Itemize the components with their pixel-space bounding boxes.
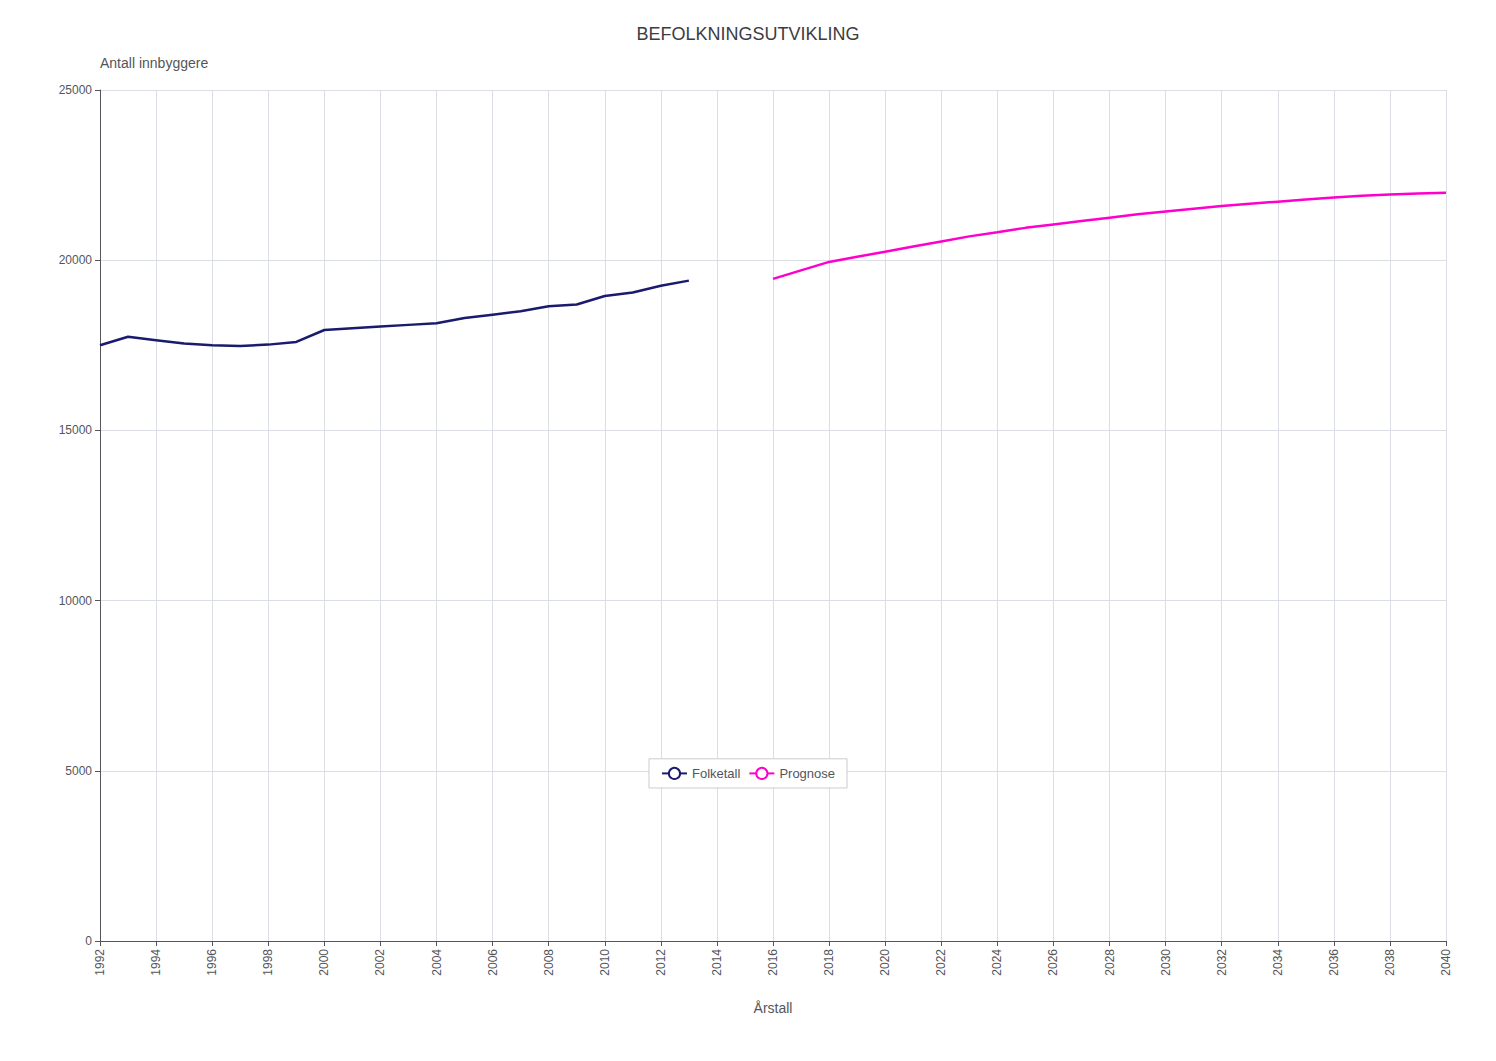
svg-text:2026: 2026 <box>1046 949 1060 976</box>
svg-text:2030: 2030 <box>1159 949 1173 976</box>
svg-text:2034: 2034 <box>1271 949 1285 976</box>
svg-text:2032: 2032 <box>1215 949 1229 976</box>
svg-text:2010: 2010 <box>598 949 612 976</box>
svg-text:25000: 25000 <box>59 83 93 97</box>
svg-text:Antall innbyggere: Antall innbyggere <box>100 55 208 71</box>
svg-text:2002: 2002 <box>373 949 387 976</box>
svg-text:2022: 2022 <box>934 949 948 976</box>
svg-text:2018: 2018 <box>822 949 836 976</box>
svg-text:10000: 10000 <box>59 594 93 608</box>
svg-text:1996: 1996 <box>205 949 219 976</box>
svg-text:1998: 1998 <box>261 949 275 976</box>
svg-text:2040: 2040 <box>1439 949 1453 976</box>
svg-text:1994: 1994 <box>149 949 163 976</box>
svg-text:2004: 2004 <box>430 949 444 976</box>
svg-text:20000: 20000 <box>59 253 93 267</box>
svg-text:1992: 1992 <box>93 949 107 976</box>
svg-text:2016: 2016 <box>766 949 780 976</box>
svg-text:2028: 2028 <box>1103 949 1117 976</box>
svg-text:Prognose: Prognose <box>779 766 835 781</box>
svg-text:2038: 2038 <box>1383 949 1397 976</box>
svg-text:2036: 2036 <box>1327 949 1341 976</box>
svg-text:15000: 15000 <box>59 423 93 437</box>
svg-text:2014: 2014 <box>710 949 724 976</box>
svg-text:Folketall: Folketall <box>692 766 741 781</box>
svg-text:2012: 2012 <box>654 949 668 976</box>
svg-text:0: 0 <box>85 934 92 948</box>
svg-text:BEFOLKNINGSUTVIKLING: BEFOLKNINGSUTVIKLING <box>636 24 859 44</box>
svg-text:2024: 2024 <box>990 949 1004 976</box>
svg-text:2020: 2020 <box>878 949 892 976</box>
svg-text:Årstall: Årstall <box>754 1000 793 1016</box>
svg-text:5000: 5000 <box>65 764 92 778</box>
svg-text:2000: 2000 <box>317 949 331 976</box>
svg-text:2008: 2008 <box>542 949 556 976</box>
svg-text:2006: 2006 <box>486 949 500 976</box>
